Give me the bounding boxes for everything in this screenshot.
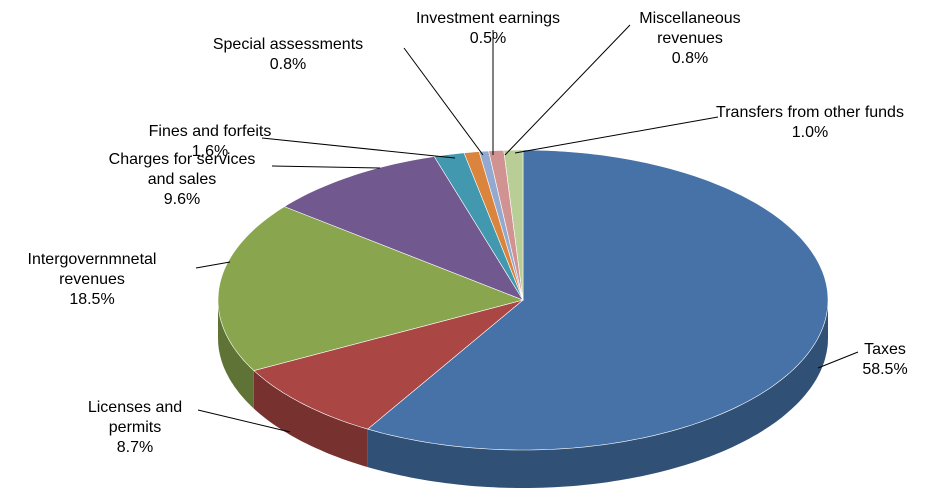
- label-value: 9.6%: [163, 191, 201, 208]
- slice-label: Miscellaneous revenues 0.8%: [625, 9, 755, 69]
- slice-side: [367, 300, 828, 488]
- leader-line: [195, 261, 231, 269]
- label-name: Miscellaneous revenues: [639, 10, 741, 47]
- slice-label: Transfers from other funds 1.0%: [715, 103, 905, 143]
- label-value: 1.6%: [191, 143, 229, 160]
- label-name: Charges for services and sales: [108, 151, 256, 188]
- slice-side: [253, 370, 368, 468]
- label-name: Transfers from other funds: [716, 104, 904, 121]
- slice: [253, 299, 524, 430]
- leader-line: [261, 137, 456, 159]
- slice-label: Taxes 58.5%: [850, 340, 920, 380]
- label-value: 58.5%: [862, 361, 908, 378]
- label-name: Intergovernmnetal revenues: [27, 251, 157, 288]
- label-value: 1.0%: [791, 124, 829, 141]
- label-name: Special assessments: [212, 36, 364, 53]
- slice: [503, 149, 524, 301]
- leader-line: [817, 351, 859, 369]
- label-name: Investment earnings: [415, 10, 561, 27]
- label-value: 8.7%: [116, 439, 154, 456]
- slice-label: Intergovernmnetal revenues 18.5%: [0, 250, 187, 310]
- label-value: 18.5%: [69, 291, 115, 308]
- label-value: 0.8%: [671, 50, 709, 67]
- label-name: Licenses and permits: [87, 399, 183, 436]
- slice-label: Charges for services and sales 9.6%: [97, 150, 267, 210]
- label-value: 0.5%: [469, 30, 507, 47]
- label-value: 0.8%: [269, 56, 307, 73]
- slice: [217, 206, 524, 371]
- leader-line: [504, 24, 631, 156]
- leader-line: [403, 47, 484, 156]
- slice-side: [218, 300, 254, 409]
- label-name: Taxes: [864, 341, 906, 358]
- slice: [367, 149, 829, 451]
- label-name: Fines and forfeits: [148, 123, 272, 140]
- slice-label: Investment earnings 0.5%: [398, 9, 578, 49]
- slice-label: Licenses and permits 8.7%: [75, 398, 195, 458]
- leader-line: [271, 165, 381, 169]
- slice-label: Fines and forfeits 1.6%: [140, 122, 280, 162]
- slice: [283, 156, 524, 301]
- leader-line: [514, 116, 719, 154]
- leader-line: [197, 409, 291, 433]
- slice-label: Special assessments 0.8%: [198, 35, 378, 75]
